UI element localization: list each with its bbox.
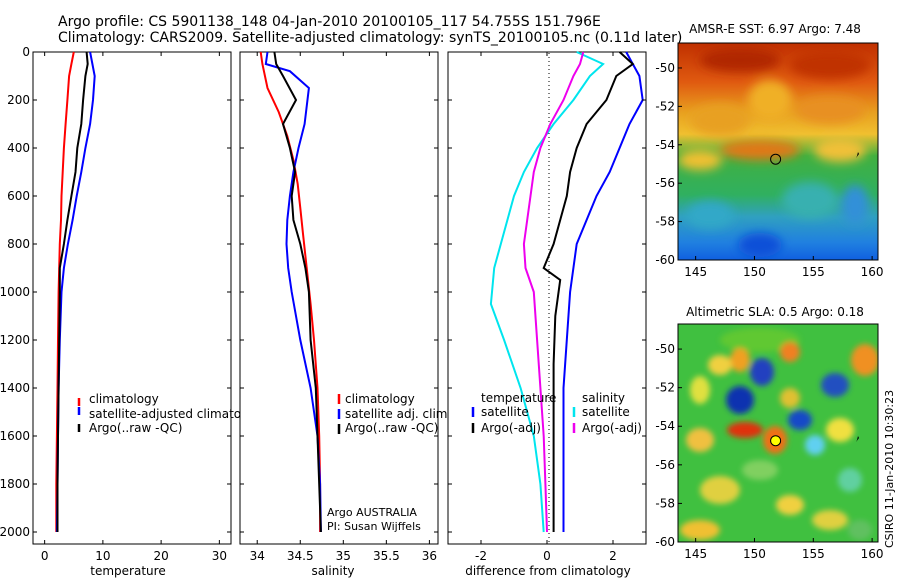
difference-xtick-label: 2 bbox=[609, 549, 617, 563]
argo-australia-label: Argo AUSTRALIA bbox=[327, 506, 417, 519]
difference-legend: temperature satellite Argo(-adj) salinit… bbox=[471, 391, 642, 435]
difference-series-1 bbox=[542, 51, 635, 532]
difference-series-2 bbox=[489, 51, 605, 533]
sla-map-panel: Altimetric SLA: 0.5 Argo: 0.18 bbox=[655, 305, 883, 561]
argo-location-marker bbox=[770, 153, 782, 165]
legend-title-salinity: salinity bbox=[582, 391, 625, 405]
legend-label-climatology: climatology bbox=[345, 392, 415, 406]
depth-tick-label: 0 bbox=[22, 45, 30, 59]
sst-map-panel: AMSR-E SST: 6.97 Argo: 7.48 145 150 155 160… bbox=[655, 22, 883, 279]
depth-tick-label: 1400 bbox=[0, 381, 30, 395]
legend-label-satellite: satellite-adjusted climatology bbox=[89, 407, 267, 421]
temperature-xtick-label: 10 bbox=[95, 549, 110, 563]
depth-tick-label: 1200 bbox=[0, 333, 30, 347]
amsre-sst-lat-label: -52 bbox=[655, 99, 675, 113]
amsre-sst-lat-label: -54 bbox=[655, 138, 675, 152]
temperature-xlabel: temperature bbox=[90, 564, 165, 578]
altimetric-sla-lat-label: -54 bbox=[655, 419, 675, 433]
temperature-profile-panel: 0 10 20 30 0 200 400 600 800 1000 1200 1400 1600 1800… bbox=[0, 45, 267, 578]
legend-label-temp-argo: Argo(-adj) bbox=[481, 421, 541, 435]
pi-label: PI: Susan Wijffels bbox=[327, 520, 421, 533]
salinity-series-2 bbox=[273, 51, 322, 533]
salinity-series-0 bbox=[259, 51, 322, 532]
difference-series-3 bbox=[522, 51, 585, 533]
salinity-xtick-label: 35 bbox=[336, 549, 351, 563]
sla-field bbox=[678, 324, 878, 542]
altimetric-sla-lon-label: 150 bbox=[743, 547, 766, 561]
figure-title-line1: Argo profile: CS 5901138_148 04-Jan-2010… bbox=[58, 14, 601, 30]
depth-tick-label: 200 bbox=[7, 93, 30, 107]
depth-tick-label: 2000 bbox=[0, 525, 30, 539]
temperature-xtick-label: 30 bbox=[212, 549, 227, 563]
altimetric-sla-lon-label: 145 bbox=[684, 547, 707, 561]
amsre-sst-lon-label: 150 bbox=[743, 265, 766, 279]
temperature-xtick-label: 20 bbox=[153, 549, 168, 563]
sst-field bbox=[678, 43, 878, 260]
sla-map-title: Altimetric SLA: 0.5 Argo: 0.18 bbox=[686, 305, 864, 319]
salinity-profile-panel: 34 34.5 35 35.5 36 salinity climatology sate… bbox=[239, 51, 451, 578]
temperature-series-0 bbox=[55, 51, 75, 532]
legend-title-temperature: temperature bbox=[481, 391, 556, 405]
argo-location-marker bbox=[770, 435, 782, 447]
amsre-sst-lon-label: 145 bbox=[684, 265, 707, 279]
amsre-sst-lat-label: -50 bbox=[655, 61, 675, 75]
difference-series-0 bbox=[562, 51, 644, 532]
altimetric-sla-lat-label: -56 bbox=[655, 458, 675, 472]
salinity-xtick-label: 35.5 bbox=[373, 549, 400, 563]
altimetric-sla-lon-label: 160 bbox=[861, 547, 884, 561]
depth-tick-label: 400 bbox=[7, 141, 30, 155]
altimetric-sla-lat-label: -50 bbox=[655, 342, 675, 356]
legend-label-argo: Argo(..raw -QC) bbox=[345, 421, 438, 435]
temperature-xtick-label: 0 bbox=[41, 549, 49, 563]
amsre-sst-lat-label: -56 bbox=[655, 176, 675, 190]
depth-tick-label: 600 bbox=[7, 189, 30, 203]
amsre-sst-lon-label: 155 bbox=[802, 265, 825, 279]
sst-map-title: AMSR-E SST: 6.97 Argo: 7.48 bbox=[689, 22, 861, 36]
salinity-xtick-label: 36 bbox=[422, 549, 437, 563]
depth-tick-label: 800 bbox=[7, 237, 30, 251]
difference-xlabel: difference from climatology bbox=[465, 564, 631, 578]
amsre-sst-lat-label: -58 bbox=[655, 215, 675, 229]
legend-label-temp-satellite: satellite bbox=[481, 405, 529, 419]
depth-tick-label: 1800 bbox=[0, 477, 30, 491]
salinity-series-1 bbox=[264, 51, 322, 533]
salinity-xtick-label: 34.5 bbox=[287, 549, 314, 563]
difference-xtick-label: 0 bbox=[543, 549, 551, 563]
difference-profile-panel: -2 0 2 difference from climatology tempera… bbox=[447, 51, 647, 578]
depth-tick-label: 1600 bbox=[0, 429, 30, 443]
altimetric-sla-lat-label: -58 bbox=[655, 496, 675, 510]
legend-label-sal-argo: Argo(-adj) bbox=[582, 421, 642, 435]
salinity-legend: climatology satellite adj. clim. Argo(..… bbox=[337, 392, 451, 435]
salinity-xlabel: salinity bbox=[311, 564, 354, 578]
legend-label-sal-satellite: satellite bbox=[582, 405, 630, 419]
difference-xtick-label: -2 bbox=[475, 549, 487, 563]
temperature-series-2 bbox=[56, 51, 89, 532]
credit-label: CSIRO 11-Jan-2010 10:30:23 bbox=[883, 390, 896, 548]
depth-tick-label: 1000 bbox=[0, 285, 30, 299]
altimetric-sla-lat-label: -60 bbox=[655, 535, 675, 549]
altimetric-sla-lat-label: -52 bbox=[655, 381, 675, 395]
amsre-sst-lon-label: 160 bbox=[861, 265, 884, 279]
salinity-xtick-label: 34 bbox=[250, 549, 265, 563]
temperature-legend: climatology satellite-adjusted climatolo… bbox=[77, 392, 267, 435]
legend-label-satellite: satellite adj. clim. bbox=[345, 407, 451, 421]
legend-label-argo: Argo(..raw -QC) bbox=[89, 421, 182, 435]
coast-fragment bbox=[856, 432, 859, 442]
amsre-sst-lat-label: -60 bbox=[655, 253, 675, 267]
coast-fragment bbox=[856, 148, 859, 158]
figure-title-line2: Climatology: CARS2009. Satellite-adjuste… bbox=[58, 30, 682, 46]
altimetric-sla-lon-label: 155 bbox=[802, 547, 825, 561]
legend-label-climatology: climatology bbox=[89, 392, 159, 406]
